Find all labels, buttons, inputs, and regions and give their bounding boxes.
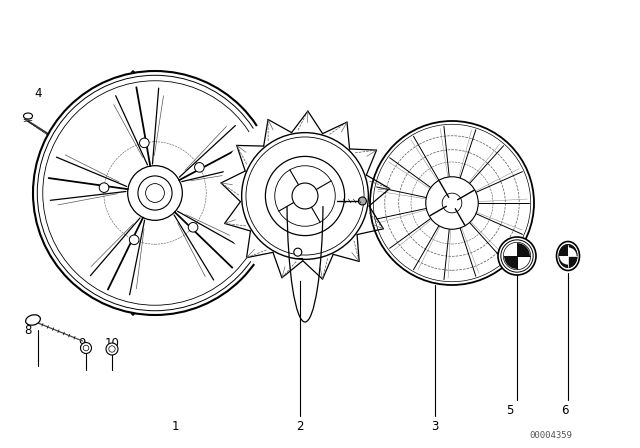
Text: 8: 8: [24, 323, 32, 336]
Circle shape: [426, 177, 478, 229]
Circle shape: [146, 184, 164, 202]
Circle shape: [370, 121, 534, 285]
Text: 5: 5: [506, 404, 514, 417]
Wedge shape: [559, 256, 568, 265]
Text: 9: 9: [78, 336, 86, 349]
Circle shape: [437, 188, 467, 218]
Ellipse shape: [124, 71, 142, 315]
Text: 4: 4: [35, 86, 42, 99]
Circle shape: [195, 163, 204, 172]
Circle shape: [442, 193, 462, 213]
Wedge shape: [568, 247, 577, 256]
Circle shape: [266, 156, 344, 236]
Wedge shape: [517, 243, 530, 256]
Circle shape: [140, 138, 149, 148]
Text: 2: 2: [296, 419, 304, 432]
Ellipse shape: [24, 113, 33, 119]
Circle shape: [33, 71, 277, 315]
Circle shape: [33, 71, 277, 315]
Text: 6: 6: [561, 404, 569, 417]
Wedge shape: [504, 256, 517, 269]
Text: 00004359: 00004359: [529, 431, 572, 440]
Circle shape: [138, 176, 172, 210]
Text: 3: 3: [431, 419, 438, 432]
Ellipse shape: [26, 315, 40, 325]
Circle shape: [292, 183, 318, 209]
Text: 1: 1: [172, 419, 179, 432]
Circle shape: [501, 240, 533, 272]
Circle shape: [127, 166, 182, 220]
Circle shape: [99, 183, 109, 193]
Circle shape: [81, 343, 92, 353]
Circle shape: [498, 237, 536, 275]
Ellipse shape: [557, 241, 579, 271]
Circle shape: [275, 166, 335, 226]
Circle shape: [188, 223, 198, 232]
Circle shape: [220, 111, 390, 281]
Circle shape: [106, 343, 118, 355]
Circle shape: [242, 133, 369, 259]
Circle shape: [358, 197, 367, 205]
Text: 10: 10: [104, 336, 120, 349]
Circle shape: [129, 235, 139, 245]
Text: 7: 7: [307, 191, 314, 204]
Ellipse shape: [559, 245, 577, 267]
Circle shape: [294, 248, 302, 256]
